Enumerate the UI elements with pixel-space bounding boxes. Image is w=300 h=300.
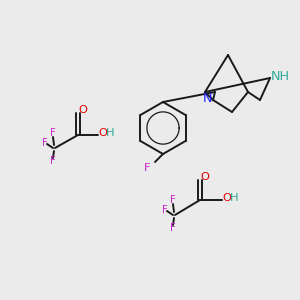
Text: F: F [170,223,176,233]
Text: F: F [162,205,168,215]
Text: O: O [79,105,87,115]
Text: NH: NH [270,70,290,83]
Text: F: F [144,163,150,173]
Text: F: F [42,138,48,148]
Text: N: N [202,92,212,104]
Text: O: O [201,172,209,182]
Text: H: H [106,128,114,138]
Text: O: O [99,128,107,138]
Text: F: F [50,128,56,138]
Text: F: F [170,195,176,205]
Text: H: H [230,193,238,203]
Text: O: O [223,193,231,203]
Text: F: F [50,156,56,166]
